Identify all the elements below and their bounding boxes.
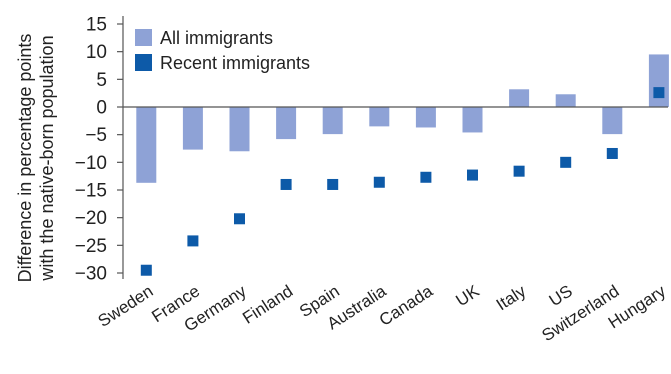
- marker: [327, 178, 339, 190]
- category-label: Finland: [239, 281, 296, 327]
- marker: [187, 235, 199, 247]
- y-tick-label: −5: [85, 125, 107, 146]
- y-axis-ticks: 15 10 5 0 −5 −10 −15 −20 −25 −30: [75, 15, 123, 285]
- category-label: Canada: [376, 281, 437, 330]
- marker-series: [140, 87, 665, 276]
- y-axis-title: Difference in percentage points with the…: [15, 34, 57, 283]
- bar: [276, 107, 297, 140]
- marker: [513, 165, 525, 177]
- bar: [322, 107, 343, 135]
- legend-label-all-immigrants: All immigrants: [160, 28, 273, 48]
- y-tick-label: −30: [75, 264, 107, 285]
- marker: [420, 171, 432, 183]
- legend-swatch-all-immigrants: [135, 29, 152, 46]
- bar: [509, 89, 530, 107]
- category-label: US: [546, 281, 576, 310]
- y-tick-label: −25: [75, 236, 107, 257]
- bar: [602, 107, 623, 135]
- bar: [555, 94, 576, 107]
- bar: [182, 107, 203, 150]
- y-tick-label: 10: [86, 42, 107, 63]
- y-tick-label: −10: [75, 153, 107, 174]
- category-label: UK: [453, 281, 484, 310]
- bar: [229, 107, 250, 152]
- marker: [467, 169, 478, 181]
- y-tick-label: 0: [96, 98, 107, 119]
- y-axis-title-line-2: with the native-born population: [37, 35, 57, 281]
- y-tick-label: 15: [86, 15, 107, 36]
- marker: [280, 178, 292, 190]
- marker: [140, 264, 152, 276]
- y-tick-label: 5: [96, 70, 107, 91]
- marker: [560, 156, 572, 168]
- marker: [234, 213, 245, 225]
- bar-series: [136, 54, 669, 183]
- bar: [462, 107, 483, 133]
- legend: All immigrants Recent immigrants: [135, 28, 310, 73]
- marker: [653, 87, 665, 99]
- category-label: Italy: [493, 281, 530, 314]
- legend-swatch-recent-immigrants: [135, 54, 152, 71]
- legend-label-recent-immigrants: Recent immigrants: [160, 53, 310, 73]
- bar: [369, 107, 390, 127]
- marker: [373, 176, 385, 188]
- bar: [136, 107, 157, 183]
- marker: [606, 147, 618, 159]
- y-tick-label: −20: [75, 208, 107, 229]
- y-axis-title-line-1: Difference in percentage points: [15, 34, 35, 283]
- y-tick-label: −15: [75, 181, 107, 202]
- category-label: Sweden: [95, 281, 157, 330]
- bar: [415, 107, 436, 128]
- bar: [648, 54, 669, 107]
